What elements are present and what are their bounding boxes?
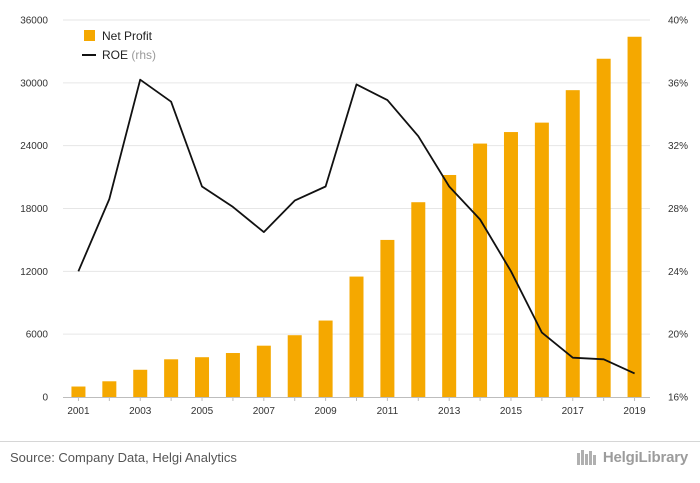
right-axis-ticks: 16% 20% 24% 28% 32% 36% 40% [668,16,688,404]
net-profit-bar [287,335,302,397]
left-tick-label: 12000 [20,267,48,278]
logo-text: HelgiLibrary [602,448,688,466]
net-profit-bar [380,239,395,397]
x-tick-label: 2015 [500,406,523,417]
net-profit-bar [534,122,549,397]
net-profit-bar [225,353,240,397]
net-profit-bar [195,357,210,397]
left-tick-label: 24000 [20,141,48,152]
net-profit-bar [596,58,611,397]
net-profit-bar [442,174,457,397]
right-tick-label: 24% [668,267,688,278]
x-tick-label: 2019 [623,406,646,417]
x-tick-label: 2007 [253,406,276,417]
net-profit-bar [256,345,271,397]
x-axis-ticks: 2001 2003 2005 2007 2009 2011 2013 2015 2017 2019 [67,397,646,417]
net-profit-bar [565,90,580,398]
net-profit-bar [318,320,333,397]
net-profit-bar [627,36,642,397]
net-profit-bar [71,386,86,397]
net-profit-bars [71,36,642,398]
combo-chart: 0 6000 12000 18000 24000 30000 36000 16% 20% 24%… [20,16,688,418]
left-tick-label: 0 [42,393,48,404]
x-tick-label: 2009 [314,406,337,417]
legend-roe-label: ROE (rhs) [102,48,156,62]
source-note: Source: Company Data, Helgi Analytics [10,450,237,465]
x-tick-label: 2011 [377,406,399,417]
helgi-library-logo: HelgiLibrary [576,448,688,466]
right-tick-label: 16% [668,393,688,404]
net-profit-bar [349,276,364,397]
left-tick-label: 30000 [20,78,48,89]
left-axis-ticks: 0 6000 12000 18000 24000 30000 36000 [20,16,48,404]
left-tick-label: 6000 [26,330,49,341]
x-tick-label: 2017 [562,406,585,417]
net-profit-bar [102,381,117,397]
x-tick-label: 2013 [438,406,461,417]
gridlines [63,19,650,335]
library-books-icon [576,450,596,465]
net-profit-bar [411,202,426,397]
right-tick-label: 32% [668,141,688,152]
left-tick-label: 18000 [20,204,48,215]
footer-divider [0,441,700,442]
roe-line-layer [77,78,635,375]
right-tick-label: 20% [668,330,688,341]
legend-net-profit-label: Net Profit [102,29,153,43]
legend: Net Profit ROE (rhs) [82,29,156,62]
legend-roe-name: ROE [102,48,128,62]
legend-roe-suffix: (rhs) [131,48,156,62]
net-profit-bar [164,359,179,397]
right-tick-label: 40% [668,16,688,27]
net-profit-bar [503,132,518,397]
x-tick-label: 2001 [67,406,90,417]
net-profit-bar [133,369,148,397]
legend-net-profit-swatch [84,30,95,41]
x-tick-label: 2003 [129,406,152,417]
right-tick-label: 28% [668,204,688,215]
roe-line [77,78,635,375]
x-tick-label: 2005 [191,406,214,417]
net-profit-bar [473,143,488,397]
right-tick-label: 36% [668,78,688,89]
left-tick-label: 36000 [20,16,48,27]
